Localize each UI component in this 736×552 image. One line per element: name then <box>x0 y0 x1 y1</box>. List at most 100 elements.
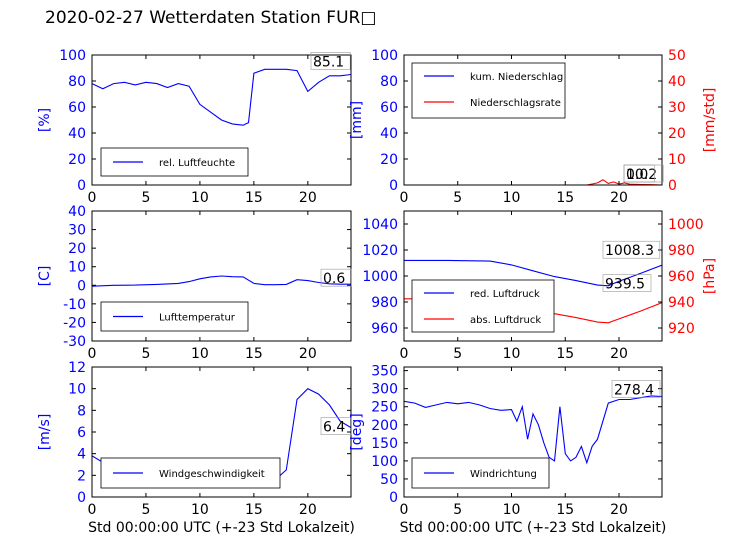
x-tick-label: 15 <box>245 190 263 206</box>
x-tick-label: 20 <box>299 190 317 206</box>
y-tick-label: 0 <box>389 490 398 506</box>
x-tick-label: 10 <box>503 346 521 362</box>
x-tick-label: 20 <box>299 346 317 362</box>
plot-frame-precip <box>403 54 663 186</box>
y-tick-label: 0 <box>389 178 398 194</box>
y-tick-label: 80 <box>68 74 86 90</box>
legend-box-pressure <box>411 279 555 333</box>
x-tick-label: 20 <box>610 502 628 518</box>
y-tick-label: 0 <box>77 278 86 294</box>
value-annotation-box <box>310 52 351 70</box>
value-annotation-box <box>611 380 661 398</box>
y-tick-label: 60 <box>68 100 86 116</box>
y-tick-label: 100 <box>59 48 86 64</box>
y-tick-label: 0 <box>77 178 86 194</box>
x-tick-label: 10 <box>191 346 209 362</box>
y-tick-label: 80 <box>380 74 398 90</box>
y2-tick-label: 920 <box>668 321 695 337</box>
legend-label: kum. Niederschlag <box>470 72 563 83</box>
series-line-temperature-0 <box>92 275 351 287</box>
legend-label: abs. Luftdruck <box>470 315 541 326</box>
x-axis-label: Std 00:00:00 UTC (+-23 Std Lokalzeit) <box>400 520 667 536</box>
x-tick-label: 0 <box>400 502 409 518</box>
y-tick-label: 8 <box>77 403 86 419</box>
series-line-winddir-0 <box>404 395 662 465</box>
y-tick-label: 20 <box>68 152 86 168</box>
x-tick-label: 5 <box>141 502 150 518</box>
y-tick-label: 6 <box>77 425 86 441</box>
panel-pressure: 0 5 10 15 20 960 980 1000 1020 1040 920 940 960 980 10… <box>362 210 718 362</box>
x-tick-label: 5 <box>141 346 150 362</box>
y-tick-label: 2 <box>77 468 86 484</box>
value-annotation-box <box>320 268 352 287</box>
x-tick-label: 20 <box>299 502 317 518</box>
y2-axis-label: [hPa] <box>702 258 718 294</box>
x-tick-label: 15 <box>245 346 263 362</box>
legend-label: Windgeschwindigkeit <box>159 469 265 480</box>
y-axis-label: [deg] <box>349 413 365 450</box>
x-tick-label: 5 <box>453 346 462 362</box>
y-tick-label: 40 <box>380 126 398 142</box>
value-annotation: 10.2 <box>626 167 657 183</box>
y2-tick-label: 0 <box>668 178 677 194</box>
value-annotation-box <box>320 417 352 435</box>
series-line-pressure-0 <box>404 259 662 287</box>
y-tick-label: 30 <box>68 223 86 239</box>
x-tick-label: 20 <box>610 346 628 362</box>
x-axis-label: Std 00:00:00 UTC (+-23 Std Lokalzeit) <box>88 520 355 536</box>
y2-tick-label: 10 <box>668 152 686 168</box>
y-tick-label: -30 <box>63 334 86 350</box>
y-tick-label: 980 <box>371 295 398 311</box>
plot-frame-winddir <box>403 366 663 498</box>
y-tick-label: 20 <box>380 152 398 168</box>
y-tick-label: 50 <box>380 472 398 488</box>
value-annotation-box <box>623 164 655 183</box>
y-tick-label: 0 <box>77 490 86 506</box>
y-tick-label: 1000 <box>362 269 398 285</box>
panel-temperature: 0 5 10 15 20 -30 -20 -10 0 10 20 30 40 [C] 0.6 Lufttemp… <box>37 204 352 362</box>
y-tick-label: 10 <box>68 260 86 276</box>
x-tick-label: 0 <box>400 190 409 206</box>
panel-windspeed: 0 5 10 15 20 0 2 4 6 8 10 12 [m/s] Std 00:00:00 UTC (… <box>37 360 355 536</box>
x-tick-label: 0 <box>400 346 409 362</box>
legend-label: Lufttemperatur <box>159 313 236 324</box>
y-tick-label: 40 <box>68 204 86 220</box>
y-tick-label: 100 <box>371 48 398 64</box>
y-tick-label: -20 <box>63 315 86 331</box>
y2-tick-label: 40 <box>668 74 686 90</box>
plot-frame-humidity <box>91 54 352 186</box>
y-tick-label: -10 <box>63 297 86 313</box>
value-annotation: 0.0 <box>626 167 648 183</box>
y-tick-label: 300 <box>371 382 398 398</box>
y-tick-label: 150 <box>371 436 398 452</box>
legend-label: Niederschlagsrate <box>470 98 561 109</box>
y-axis-label: [m/s] <box>37 414 53 451</box>
x-tick-label: 15 <box>556 190 574 206</box>
x-tick-label: 15 <box>556 346 574 362</box>
x-tick-label: 10 <box>503 190 521 206</box>
y-tick-label: 250 <box>371 400 398 416</box>
panel-precip: 0 5 10 15 20 0 20 40 60 80 100 0 10 20 30 40 50 [mm] [mm/s… <box>349 48 718 206</box>
y-tick-label: 350 <box>371 364 398 380</box>
x-tick-label: 10 <box>191 502 209 518</box>
y-axis-label: [mm] <box>349 101 365 139</box>
y2-tick-label: 1000 <box>668 217 704 233</box>
y-tick-label: 4 <box>77 447 86 463</box>
value-annotation: 0.6 <box>323 271 345 287</box>
value-annotation: 6.4 <box>323 420 345 436</box>
series-line-precip-1 <box>404 179 662 185</box>
figure-title: 2020-02-27 Wetterdaten Station FUR□ <box>45 8 377 28</box>
legend-box-precip <box>411 62 566 119</box>
y-axis-label: [%] <box>37 108 53 132</box>
value-annotation: 278.4 <box>614 382 654 398</box>
x-tick-label: 20 <box>610 190 628 206</box>
y-tick-label: 10 <box>68 382 86 398</box>
value-annotation: 85.1 <box>313 54 344 70</box>
x-tick-label: 10 <box>503 502 521 518</box>
series-line-humidity-0 <box>92 68 351 126</box>
legend-label: rel. Luftfeuchte <box>159 158 235 169</box>
y-tick-label: 1020 <box>362 243 398 259</box>
x-tick-label: 5 <box>453 190 462 206</box>
